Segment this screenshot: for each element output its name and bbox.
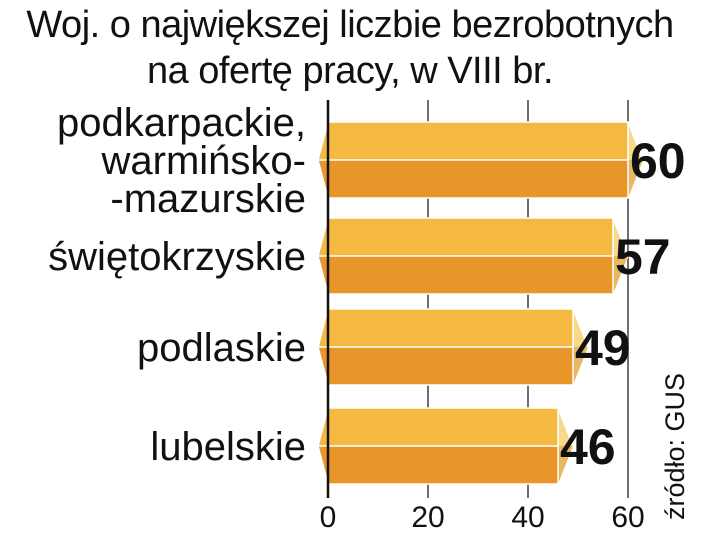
bar <box>317 121 644 199</box>
category-label: -mazurskie <box>110 177 306 221</box>
bar-end-shade <box>573 347 588 385</box>
bar <box>317 217 629 295</box>
x-tick-label: 60 <box>611 501 644 533</box>
bar-top-half <box>318 309 573 347</box>
chart-title-line-2: na ofertę pracy, w VIII br. <box>146 50 554 92</box>
bar <box>317 308 589 386</box>
category-label: podkarpackie, <box>57 101 306 145</box>
chart-title: Woj. o największej liczbie bezrobotnych … <box>0 2 700 94</box>
bar-bottom-half <box>318 256 613 294</box>
x-tick-label: 20 <box>411 501 444 533</box>
value-label: 60 <box>630 133 686 189</box>
bar-end-shade <box>628 160 643 198</box>
bar-top-half <box>318 218 613 256</box>
value-label: 57 <box>615 229 671 285</box>
x-tick-label: 40 <box>511 501 544 533</box>
category-label: lubelskie <box>150 425 306 469</box>
bar-bottom-half <box>318 160 628 198</box>
chart-title-line-1: Woj. o największej liczbie bezrobotnych <box>26 4 674 46</box>
bar-end-shade <box>613 256 628 294</box>
category-label: świętokrzyskie <box>48 235 306 279</box>
bar-bottom-half <box>318 446 558 484</box>
source-label: źródło: GUS <box>660 373 690 520</box>
category-label: podlaskie <box>137 326 306 370</box>
bar-top-half <box>318 122 628 160</box>
bar-top-half <box>318 408 558 446</box>
bar-bottom-half <box>318 347 573 385</box>
bar-end-shade <box>558 446 573 484</box>
value-label: 49 <box>575 320 631 376</box>
category-label: warmińsko- <box>101 139 306 183</box>
x-tick-label: 0 <box>320 501 337 533</box>
bar <box>317 407 574 485</box>
value-label: 46 <box>560 419 616 475</box>
